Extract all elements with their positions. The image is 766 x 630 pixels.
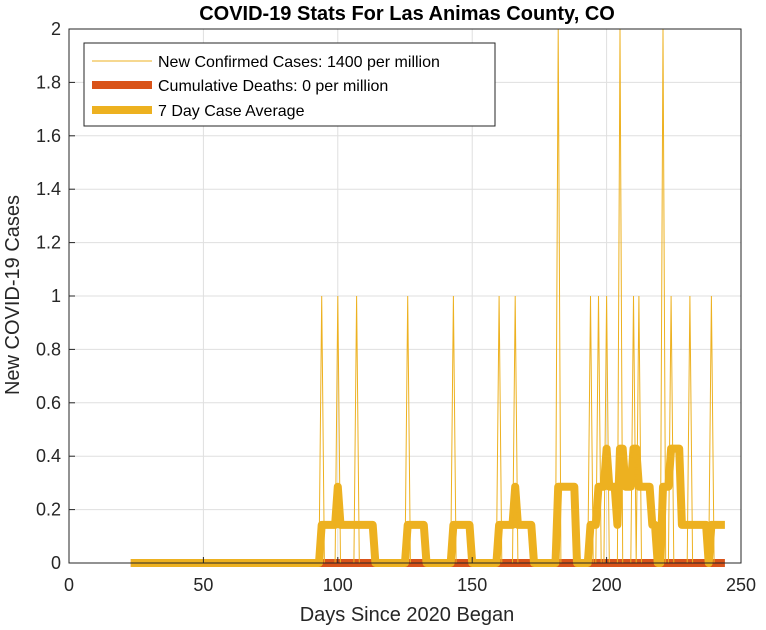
y-axis: 0 0.2 0.4 0.6 0.8 1 1.2 1.4 1.6 1.8 2 — [36, 19, 75, 573]
y-axis-label: New COVID-19 Cases — [2, 195, 24, 395]
y-tick-label: 1.6 — [36, 126, 61, 146]
legend: New Confirmed Cases: 1400 per million Cu… — [83, 42, 496, 127]
y-tick-label: 2 — [51, 19, 61, 39]
y-tick-label: 0.2 — [36, 500, 61, 520]
y-tick-label: 1.4 — [36, 179, 61, 199]
x-tick-label: 0 — [64, 575, 74, 595]
y-tick-label: 1.2 — [36, 233, 61, 253]
chart-title: COVID-19 Stats For Las Animas County, CO — [199, 3, 615, 25]
y-tick-label: 1 — [51, 286, 61, 306]
y-tick-label: 0.4 — [36, 446, 61, 466]
y-tick-label: 1.8 — [36, 72, 61, 92]
x-tick-label: 250 — [726, 575, 756, 595]
legend-label-cumulative-deaths: Cumulative Deaths: 0 per million — [158, 78, 388, 95]
legend-label-7-day-average: 7 Day Case Average — [158, 103, 305, 120]
x-tick-label: 150 — [457, 575, 487, 595]
y-tick-label: 0 — [51, 553, 61, 573]
legend-label-new-cases: New Confirmed Cases: 1400 per million — [158, 54, 440, 71]
legend-box — [83, 42, 496, 127]
y-tick-label: 0.8 — [36, 339, 61, 359]
x-tick-label: 50 — [193, 575, 213, 595]
x-tick-label: 100 — [323, 575, 353, 595]
y-tick-label: 0.6 — [36, 393, 61, 413]
x-axis: 0 50 100 150 200 250 — [64, 557, 756, 595]
x-axis-label: Days Since 2020 Began — [300, 604, 515, 626]
x-tick-label: 200 — [592, 575, 622, 595]
